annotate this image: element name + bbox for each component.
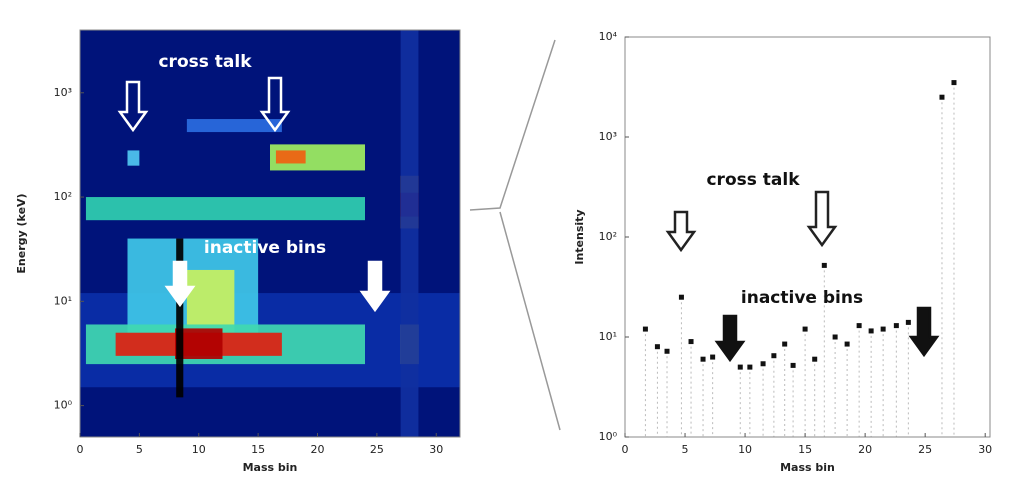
zoom-connector — [469, 39, 556, 211]
point — [832, 334, 838, 340]
point — [747, 364, 753, 370]
x-tick-label: 0 — [77, 443, 84, 456]
x-tick-label: 5 — [682, 443, 689, 456]
x-tick-label: 30 — [978, 443, 992, 456]
point — [893, 323, 899, 329]
point — [939, 94, 945, 100]
x-tick-label: 15 — [251, 443, 265, 456]
point — [771, 353, 777, 359]
y-tick-label: 10¹ — [599, 330, 617, 343]
point — [790, 362, 796, 368]
arrow — [665, 210, 697, 253]
point — [737, 364, 743, 370]
x-tick-label: 20 — [311, 443, 325, 456]
point — [760, 361, 766, 367]
annotation: inactive bins — [204, 238, 326, 258]
x-tick-label: 20 — [858, 443, 872, 456]
y-tick-label: 10³ — [54, 86, 72, 99]
point — [905, 319, 911, 325]
heatmap-cell — [186, 119, 282, 133]
x-tick-label: 15 — [798, 443, 812, 456]
point — [856, 323, 862, 329]
point — [700, 356, 706, 362]
heatmap-cell — [127, 150, 140, 166]
annotation: cross talk — [158, 52, 252, 72]
axes-frame — [624, 36, 991, 438]
x-axis-label: Mass bin — [243, 461, 298, 474]
zoom-connector — [499, 211, 561, 431]
annotation: cross talk — [706, 170, 800, 190]
x-tick-label: 30 — [429, 443, 443, 456]
point — [821, 262, 827, 268]
point — [802, 326, 808, 332]
x-tick-label: 25 — [918, 443, 932, 456]
heatmap-cell — [176, 238, 184, 398]
arrow — [714, 314, 746, 363]
heatmap-cell — [275, 150, 306, 164]
point — [951, 80, 957, 86]
arrow — [806, 190, 838, 248]
arrow — [359, 260, 391, 313]
point — [642, 326, 648, 332]
x-tick-label: 25 — [370, 443, 384, 456]
point — [880, 326, 886, 332]
annotation: inactive bins — [741, 288, 863, 308]
heatmap-cell — [400, 30, 419, 437]
y-axis-label: Intensity — [573, 209, 586, 264]
point — [868, 328, 874, 334]
arrow — [164, 260, 196, 308]
point — [678, 294, 684, 300]
point — [782, 341, 788, 347]
arrow — [259, 76, 291, 133]
point — [688, 339, 694, 345]
heatmap-cell — [186, 269, 235, 333]
plot-area — [642, 80, 957, 437]
x-tick-label: 5 — [136, 443, 143, 456]
y-tick-label: 10² — [54, 190, 72, 203]
y-tick-label: 10¹ — [54, 294, 72, 307]
y-tick-label: 10³ — [599, 130, 617, 143]
point — [710, 354, 716, 360]
arrow — [117, 80, 149, 133]
point — [812, 356, 818, 362]
point — [664, 348, 670, 354]
point — [844, 341, 850, 347]
x-axis-label: Mass bin — [780, 461, 835, 474]
y-axis-label: Energy (keV) — [15, 193, 28, 273]
x-tick-label: 10 — [738, 443, 752, 456]
arrow — [908, 306, 940, 358]
y-tick-label: 10⁰ — [599, 430, 618, 443]
y-tick-label: 10⁴ — [599, 30, 618, 43]
x-tick-label: 10 — [192, 443, 206, 456]
axes-frame — [79, 29, 461, 438]
x-tick-label: 0 — [622, 443, 629, 456]
heatmap-cell — [85, 197, 365, 221]
point — [654, 344, 660, 350]
y-tick-label: 10⁰ — [54, 399, 73, 412]
y-tick-label: 10² — [599, 230, 617, 243]
